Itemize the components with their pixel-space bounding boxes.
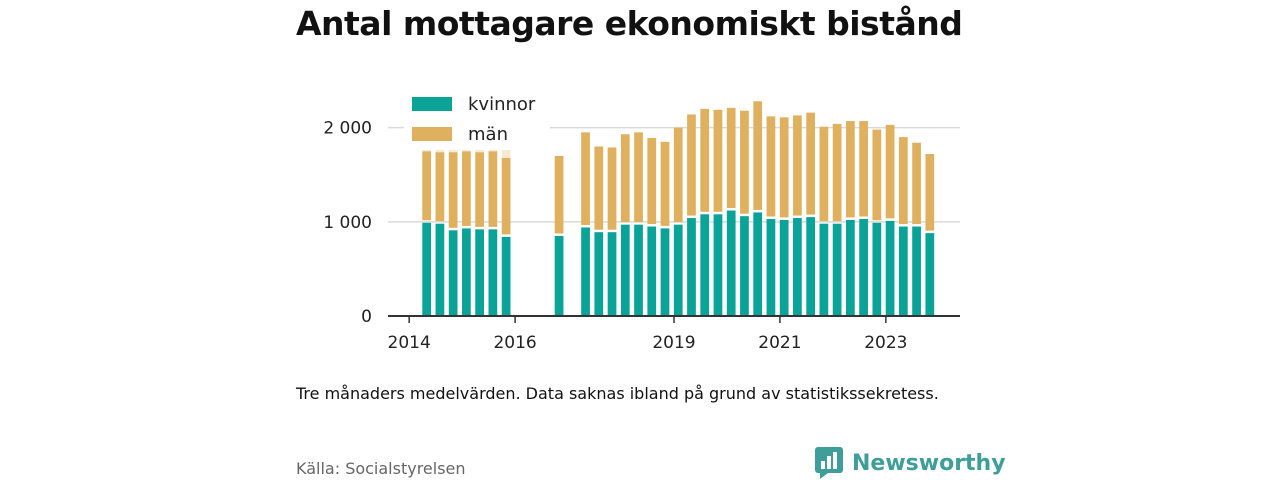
legend-label: kvinnor [468,94,536,115]
bar-chart: 0 1 000 2 000 2014 2016 2019 2021 2023 kvinnor m… [323,88,960,353]
bar-kvinnor [501,236,511,316]
legend-label: män [468,124,508,145]
bar-kvinnor [766,219,776,316]
bar-man [740,110,749,214]
bar-man [581,132,590,225]
y-tick-label: 1 000 [323,213,372,233]
bar-kvinnor [779,219,789,316]
bar-kvinnor [673,224,683,316]
bar-man [845,121,855,218]
bar-man [713,109,723,212]
bar-man [647,138,657,225]
bar-kvinnor [898,226,908,316]
bar-man [501,157,511,235]
bar-kvinnor [753,212,763,316]
bar-man [832,123,842,222]
bar-kvinnor [647,226,657,316]
bar-man [620,134,630,223]
bar-man [912,142,921,225]
bar-man [806,112,816,215]
bar-kvinnor [422,222,432,316]
bars [422,101,935,316]
bar-kvinnor [554,235,564,316]
bar-kvinnor [700,214,710,316]
bar-man [859,121,868,217]
legend: kvinnor män [404,88,550,150]
x-tick-label: 2021 [758,333,801,353]
bar-man [634,132,643,223]
bar-man [687,114,696,216]
bar-kvinnor [607,232,617,316]
bar-kvinnor [448,230,458,316]
bar-man [594,146,604,230]
bar-kvinnor [435,223,445,316]
bar-man [554,155,564,234]
bar-kvinnor [872,222,882,316]
bar-man [925,154,935,231]
brand-logo: Newsworthy [814,446,1006,480]
y-tick-label: 0 [361,307,372,327]
bar-kvinnor [819,223,829,316]
bar-kvinnor [806,217,816,316]
bar-man [726,107,736,209]
brand-name: Newsworthy [852,450,1006,476]
bar-kvinnor [832,223,842,316]
bar-kvinnor [594,232,604,316]
bar-man [422,151,432,221]
bar-man [700,108,710,212]
bar-kvinnor [620,224,630,316]
bar-kvinnor [687,218,696,316]
bar-kvinnor [475,229,484,316]
newsworthy-logo-icon [815,447,843,479]
x-tick-label: 2019 [652,333,695,353]
chart-title: Antal mottagare ekonomiskt bistånd [296,4,963,43]
bar-kvinnor [740,216,749,316]
bar-man-faded [501,145,511,158]
source-credit: Källa: Socialstyrelsen [296,459,466,478]
bar-man [793,115,802,216]
bar-man [898,137,908,225]
bar-man [872,129,882,221]
x-tick-label: 2023 [864,333,907,353]
bar-man [779,117,789,218]
bar-kvinnor [462,228,471,316]
bar-man [819,126,829,222]
bar-kvinnor [912,226,921,316]
bar-man [766,116,776,217]
bar-kvinnor [925,233,935,316]
legend-swatch [412,97,452,111]
bar-kvinnor [713,214,723,316]
bar-man [488,151,498,227]
bar-kvinnor [634,224,643,316]
bar-man [462,151,471,226]
legend-swatch [412,127,452,141]
bar-kvinnor [660,228,670,316]
bar-man [607,147,617,230]
bar-kvinnor [726,210,736,316]
bar-kvinnor [581,227,590,316]
bar-kvinnor [793,218,802,316]
bar-kvinnor [885,220,895,316]
bar-kvinnor [488,229,498,316]
chart-note: Tre månaders medelvärden. Data saknas ib… [296,384,939,403]
x-tick-label: 2016 [493,333,536,353]
x-tick-label: 2014 [388,333,431,353]
bar-kvinnor [845,219,855,316]
axes: 0 1 000 2 000 2014 2016 2019 2021 2023 [323,119,960,353]
y-tick-label: 2 000 [323,119,372,139]
bar-man [673,127,683,223]
bar-kvinnor [859,219,868,316]
bar-man [435,152,445,222]
bar-man [448,152,458,228]
bar-man [753,101,763,210]
bar-man [475,152,484,227]
bar-man [660,141,670,226]
bar-man [885,124,895,219]
